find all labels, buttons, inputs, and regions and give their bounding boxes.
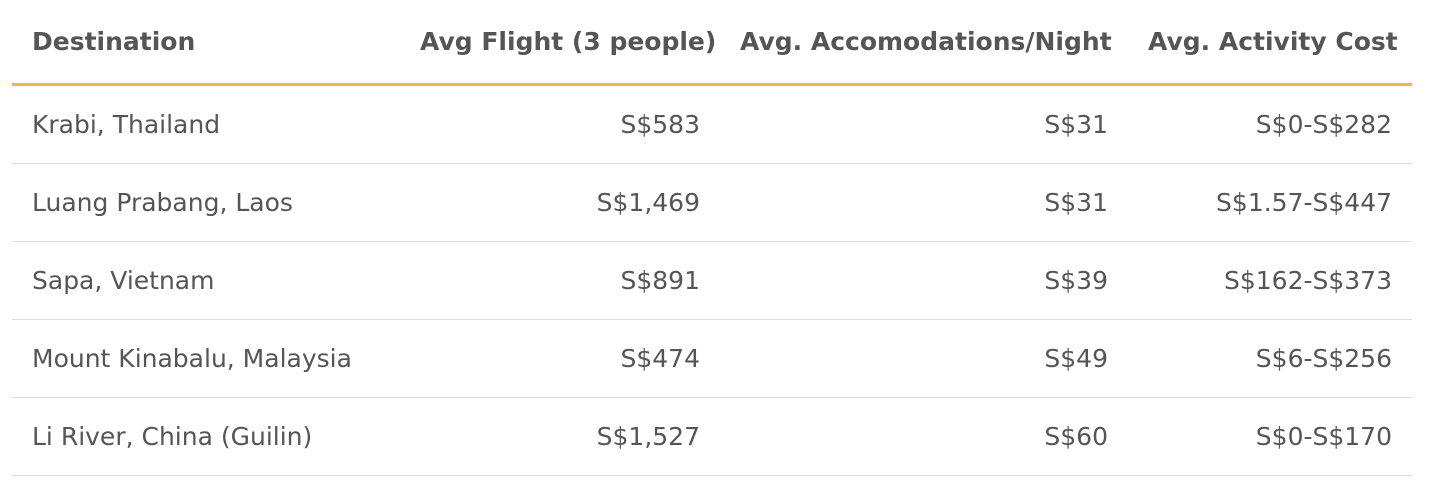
table-cell: S$60	[720, 397, 1128, 476]
table-cell: S$31	[720, 163, 1128, 242]
table-cell: S$891	[400, 241, 720, 320]
table-body: Krabi, Thailand S$583 S$31 S$0-S$282 Luang P…	[12, 84, 1412, 476]
table-cell: S$474	[400, 319, 720, 398]
header-cell: Destination	[12, 0, 400, 86]
table-cell: S$162-S$373	[1128, 241, 1412, 320]
table-cell: S$0-S$170	[1128, 397, 1412, 476]
cost-table: Destination Avg Flight (3 people) Avg. Acc…	[12, 0, 1412, 476]
table-cell: S$6-S$256	[1128, 319, 1412, 398]
table-cell: Luang Prabang, Laos	[12, 163, 400, 242]
header-cell: Avg. Accomodations/Night	[720, 0, 1128, 86]
table-row: Li River, China (Guilin) S$1,527 S$60 S$0-S…	[12, 397, 1412, 476]
header-row: Destination Avg Flight (3 people) Avg. Acc…	[12, 0, 1412, 86]
table-cell: S$39	[720, 241, 1128, 320]
table-cell: S$1,469	[400, 163, 720, 242]
table-row: Sapa, Vietnam S$891 S$39 S$162-S$373	[12, 241, 1412, 320]
table-cell: S$1,527	[400, 397, 720, 476]
table-cell: Li River, China (Guilin)	[12, 397, 400, 476]
header-cell: Avg Flight (3 people)	[400, 0, 720, 86]
table-cell: S$49	[720, 319, 1128, 398]
table-row: Luang Prabang, Laos S$1,469 S$31 S$1.57-S$4…	[12, 163, 1412, 242]
table-cell: S$0-S$282	[1128, 84, 1412, 164]
table-row: Mount Kinabalu, Malaysia S$474 S$49 S$6-S$2…	[12, 319, 1412, 398]
table-cell: S$583	[400, 84, 720, 164]
table-row: Krabi, Thailand S$583 S$31 S$0-S$282	[12, 84, 1412, 164]
table-cell: Krabi, Thailand	[12, 84, 400, 164]
table-cell: S$31	[720, 84, 1128, 164]
table-header: Destination Avg Flight (3 people) Avg. Acc…	[12, 0, 1412, 86]
table-cell: Sapa, Vietnam	[12, 241, 400, 320]
table-cell: S$1.57-S$447	[1128, 163, 1412, 242]
header-cell: Avg. Activity Cost	[1128, 0, 1412, 86]
table-cell: Mount Kinabalu, Malaysia	[12, 319, 400, 398]
